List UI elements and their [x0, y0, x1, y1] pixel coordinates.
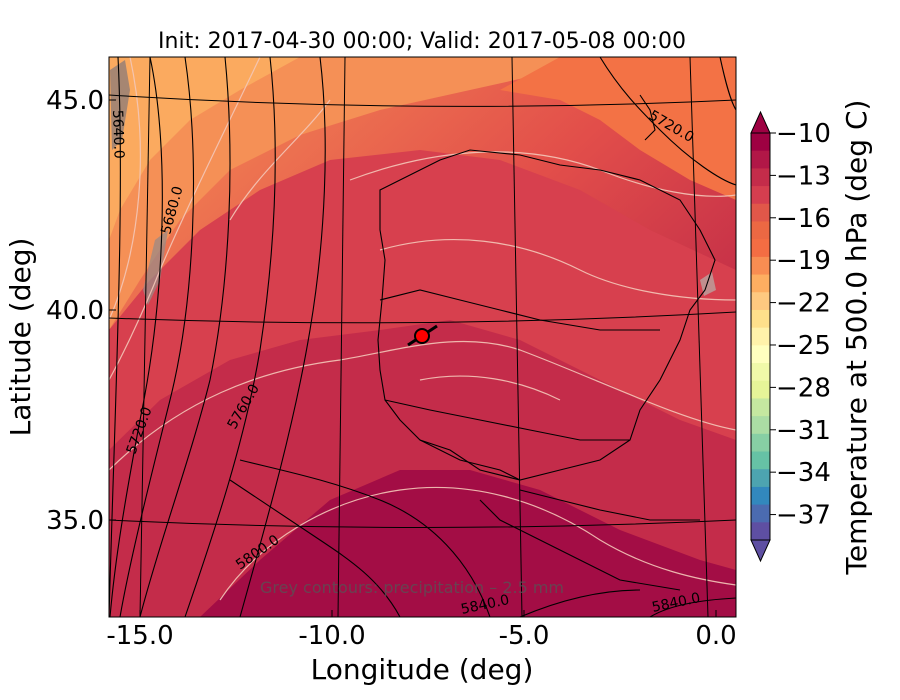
colorbar-tick-label: −10: [776, 119, 831, 149]
colorbar-tick-label: −22: [776, 289, 831, 319]
colorbar-band: [751, 168, 770, 187]
height-contours: [109, 57, 736, 617]
graticule: [109, 57, 736, 617]
colorbar: −10 −13 −16 −19 −22 −25 −28 −31 −34 −37 Temperatu…: [750, 100, 873, 576]
precip-note: Grey contours: precipitation – 2.5 mm: [260, 578, 564, 597]
colorbar-band: [751, 274, 770, 293]
y-axis-label: Latitude (deg): [4, 238, 37, 437]
temp-band-light-orange: [109, 57, 300, 240]
x-tick-label: 0.0: [695, 621, 736, 651]
map-title: Init: 2017-04-30 00:00; Valid: 2017-05-0…: [158, 29, 686, 54]
colorbar-band: [751, 363, 770, 382]
colorbar-band: [751, 398, 770, 417]
x-tick-label: -10.0: [298, 621, 365, 651]
x-tick-label: -15.0: [106, 621, 173, 651]
x-tick-label: -5.0: [499, 621, 550, 651]
location-marker: [407, 324, 438, 347]
colorbar-band: [751, 433, 770, 453]
temp-band-orange-east: [500, 57, 736, 200]
colorbar-bands: [751, 133, 770, 541]
colorbar-band: [751, 239, 770, 258]
colorbar-ticks: −10 −13 −16 −19 −22 −25 −28 −31 −34 −37: [770, 119, 831, 531]
precip-patch: [700, 272, 716, 296]
temp-band-orange: [109, 57, 640, 330]
y-tick-label: 45.0: [46, 86, 104, 116]
contour-label: 5640.0: [109, 110, 127, 160]
colorbar-band: [751, 309, 770, 329]
temperature-contours: [109, 57, 736, 601]
map-plot: 5640.0 5680.0 5720.0 5760.0 5800.0 5840.…: [109, 57, 736, 617]
colorbar-extend-bottom: [750, 539, 771, 563]
colorbar-band: [751, 186, 770, 205]
colorbar-band: [751, 469, 770, 488]
colorbar-band: [751, 345, 770, 364]
colorbar-band: [751, 133, 770, 152]
precip-patch: [143, 230, 168, 305]
y-axis: 45.0 40.0 35.0: [46, 86, 116, 536]
colorbar-tick-label: −13: [776, 161, 831, 191]
colorbar-label: Temperature at 500.0 hPa (deg C): [840, 100, 873, 576]
colorbar-tick-label: −19: [776, 246, 831, 276]
colorbar-band: [751, 416, 770, 435]
temp-band-darkest: [200, 470, 736, 617]
colorbar-band: [751, 150, 770, 169]
colorbar-tick-label: −37: [776, 501, 831, 531]
colorbar-band: [751, 221, 770, 240]
x-axis: -15.0 -10.0 -5.0 0.0: [106, 610, 737, 651]
colorbar-tick-label: −25: [776, 331, 831, 361]
colorbar-band: [751, 486, 770, 506]
colorbar-band: [751, 256, 770, 276]
colorbar-tick-label: −16: [776, 204, 831, 234]
y-tick-label: 40.0: [46, 296, 104, 326]
colorbar-band: [751, 292, 770, 311]
colorbar-extend-top: [750, 110, 771, 134]
x-axis-label: Longitude (deg): [311, 653, 534, 686]
colorbar-tick-label: −34: [776, 458, 831, 488]
coastlines: [377, 94, 716, 591]
colorbar-band: [751, 203, 770, 222]
colorbar-tick-label: −28: [776, 373, 831, 403]
colorbar-band: [751, 327, 770, 346]
colorbar-band: [751, 522, 770, 541]
colorbar-tick-label: −31: [776, 416, 831, 446]
colorbar-band: [751, 380, 770, 399]
colorbar-band: [751, 451, 770, 470]
colorbar-band: [751, 504, 770, 523]
y-tick-label: 35.0: [46, 506, 104, 536]
